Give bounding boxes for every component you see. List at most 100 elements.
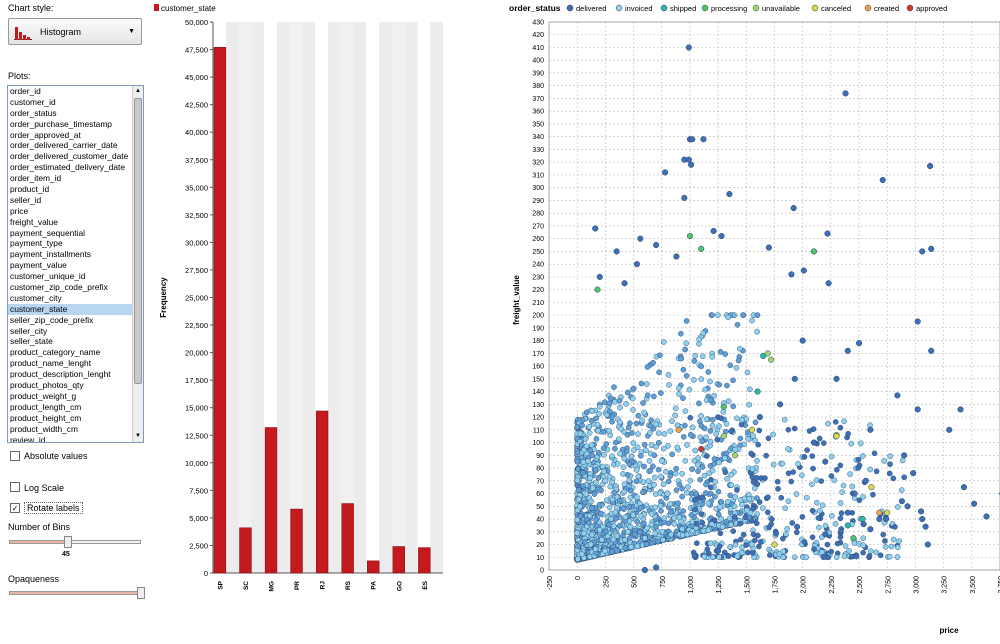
- y-tick-label: 290: [532, 198, 544, 205]
- plot-list-item[interactable]: order_status: [10, 107, 57, 118]
- scatter-point: [578, 441, 585, 448]
- plot-list-item[interactable]: seller_city: [10, 325, 48, 336]
- scatter-point: [685, 484, 691, 490]
- y-tick-label: 260: [532, 236, 544, 243]
- plot-list-item[interactable]: customer_id: [10, 96, 56, 107]
- scatter-point: [765, 244, 772, 251]
- plots-scrollbar[interactable]: ▲ ▼: [132, 86, 143, 442]
- plot-list-item[interactable]: payment_type: [10, 238, 63, 249]
- plot-list-item[interactable]: product_photos_qty: [10, 380, 84, 391]
- plot-list-item[interactable]: order_purchase_timestamp: [10, 118, 112, 129]
- plot-list-item[interactable]: product_category_name: [10, 347, 101, 358]
- scatter-point: [837, 515, 844, 522]
- scatter-point: [698, 363, 705, 370]
- plot-list-item[interactable]: order_item_id: [10, 173, 62, 184]
- plot-list-item[interactable]: product_length_cm: [10, 401, 82, 412]
- scatter-point: [856, 497, 863, 504]
- plot-list-item[interactable]: order_delivered_carrier_date: [10, 140, 118, 151]
- plot-list-item[interactable]: product_id: [10, 184, 50, 195]
- scatter-point: [795, 460, 801, 467]
- y-tick-label: 20: [536, 542, 544, 549]
- y-tick-label: 110: [533, 427, 544, 434]
- scatter-point: [829, 513, 835, 519]
- scatter-point: [676, 514, 683, 521]
- plot-list-item[interactable]: payment_value: [10, 260, 67, 271]
- scatter-point: [832, 520, 839, 527]
- plot-list-item[interactable]: payment_sequential: [10, 227, 85, 238]
- scatter-point: [578, 551, 585, 557]
- scatter-point: [711, 461, 718, 467]
- scatter-point: [870, 491, 876, 498]
- plot-list-item[interactable]: product_height_cm: [10, 412, 82, 423]
- plot-list-item[interactable]: payment_installments: [10, 249, 91, 260]
- scatter-point: [707, 378, 713, 385]
- chart-style-dropdown[interactable]: Histogram ▼: [8, 18, 142, 45]
- x-tick-label: 750: [660, 576, 667, 588]
- plot-list-item[interactable]: customer_city: [10, 292, 62, 303]
- scroll-down-icon[interactable]: ▼: [135, 433, 141, 439]
- y-tick-label: 170: [532, 351, 544, 358]
- y-tick-label: 310: [532, 172, 544, 179]
- plot-list-item[interactable]: customer_state: [8, 303, 134, 315]
- scatter-point: [689, 424, 696, 431]
- plot-list-item[interactable]: product_description_lenght: [10, 369, 111, 380]
- scatter-point: [621, 455, 628, 462]
- x-tick-label: ES: [422, 580, 429, 589]
- scatter-point: [887, 461, 893, 467]
- plot-list-item[interactable]: product_weight_g: [10, 390, 77, 401]
- plot-list-item[interactable]: order_estimated_delivery_date: [10, 162, 125, 173]
- scatter-point: [624, 431, 631, 438]
- scatter-point: [759, 505, 766, 511]
- plot-list-item[interactable]: customer_zip_code_prefix: [10, 282, 108, 293]
- plot-list-item[interactable]: product_width_cm: [10, 423, 78, 434]
- scatter-point: [879, 176, 886, 184]
- plot-list-item[interactable]: review_id: [10, 434, 46, 443]
- plot-list-item[interactable]: seller_state: [10, 336, 53, 347]
- scatter-point: [791, 554, 798, 560]
- plot-list-item[interactable]: customer_unique_id: [10, 271, 86, 282]
- x-tick-label: SP: [217, 580, 224, 589]
- scatter-point: [574, 424, 581, 431]
- plot-list-item[interactable]: order_approved_at: [10, 129, 81, 140]
- scroll-up-icon[interactable]: ▲: [135, 88, 141, 94]
- opaqueness-slider-thumb[interactable]: [137, 587, 145, 599]
- scrollbar-thumb[interactable]: [134, 98, 142, 384]
- scatter-point: [748, 541, 755, 548]
- bins-slider-thumb[interactable]: [64, 536, 73, 548]
- scatter-point: [633, 478, 640, 485]
- scatter-point: [596, 411, 602, 417]
- scatter-point: [574, 477, 581, 484]
- bins-slider[interactable]: [9, 540, 141, 544]
- scatter-point: [707, 540, 714, 547]
- plots-list[interactable]: order_id customer_id order_status order_pur…: [7, 85, 144, 443]
- plot-list-item[interactable]: price: [10, 205, 29, 216]
- plot-list-item[interactable]: product_name_lenght: [10, 358, 92, 369]
- y-tick-label: 240: [532, 262, 544, 269]
- absolute-values-checkbox[interactable]: [10, 451, 20, 461]
- opaqueness-slider[interactable]: [9, 591, 142, 595]
- rotate-labels-checkbox[interactable]: ✓: [10, 503, 20, 513]
- scatter-point: [750, 505, 756, 512]
- scatter-point: [696, 400, 702, 407]
- scatter-point: [689, 528, 696, 535]
- scatter-point: [777, 401, 784, 408]
- plot-list-item[interactable]: seller_id: [10, 194, 42, 205]
- x-tick-label: 3,000: [913, 576, 920, 594]
- scatter-point: [658, 390, 664, 396]
- scatter-point: [639, 417, 645, 424]
- plot-list-item[interactable]: freight_value: [10, 216, 58, 227]
- scatter-point: [730, 528, 737, 534]
- log-scale-checkbox[interactable]: [10, 482, 20, 492]
- scatter-point: [983, 513, 990, 520]
- plot-list-item[interactable]: order_delivered_customer_date: [10, 151, 129, 162]
- scatter-point: [766, 524, 772, 531]
- scatter-point: [672, 405, 679, 412]
- y-tick-label: 12,500: [185, 431, 208, 440]
- scatter-point: [610, 543, 616, 550]
- scatter-point: [655, 466, 662, 473]
- plot-list-item[interactable]: seller_zip_code_prefix: [10, 314, 94, 325]
- plot-list-item[interactable]: order_id: [10, 86, 41, 96]
- scatter-point: [853, 553, 860, 560]
- scatter-point: [708, 476, 714, 483]
- scatter-point: [593, 516, 600, 523]
